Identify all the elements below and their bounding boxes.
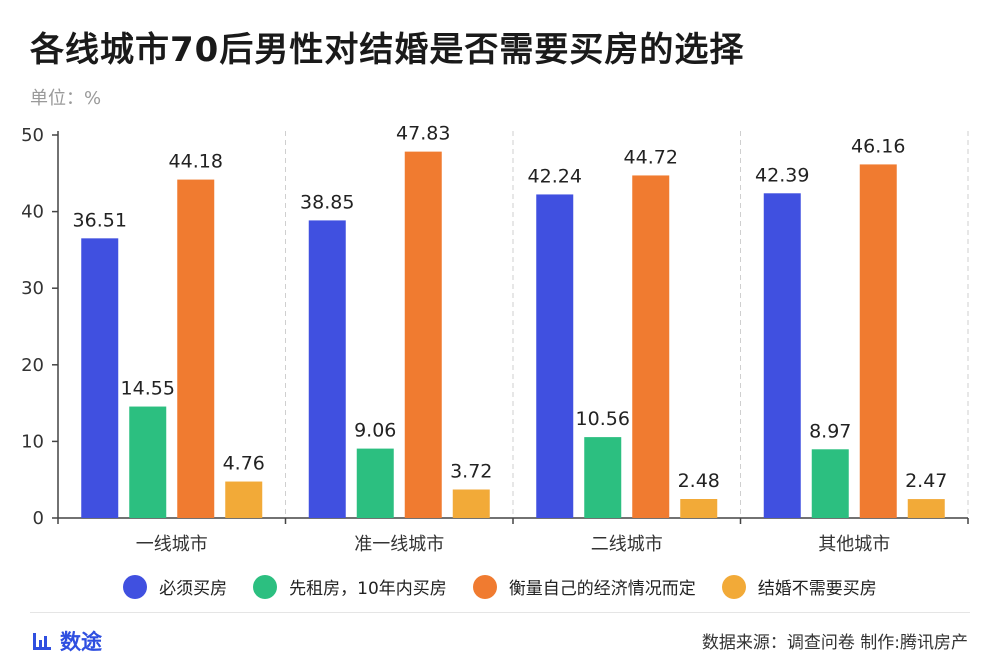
brand-logo: 数途 <box>32 626 102 656</box>
y-tick-label: 10 <box>21 431 44 452</box>
bar-chart-icon <box>32 631 52 651</box>
data-label: 47.83 <box>396 123 450 145</box>
bar <box>859 164 897 518</box>
chart-title: 各线城市70后男性对结婚是否需要买房的选择 <box>30 30 745 70</box>
bar <box>129 406 167 518</box>
x-category-label: 二线城市 <box>591 534 663 555</box>
y-tick-label: 40 <box>21 202 44 223</box>
legend-item: 衡量自己的经济情况而定 <box>472 574 696 599</box>
data-label: 3.72 <box>450 461 492 483</box>
legend-label: 先租房，10年内买房 <box>289 579 447 599</box>
data-label: 10.56 <box>576 408 630 430</box>
legend-swatch <box>253 574 278 599</box>
legend-swatch <box>721 574 746 599</box>
x-category-label: 其他城市 <box>818 534 890 555</box>
bar <box>763 193 801 518</box>
bar <box>680 499 718 518</box>
data-label: 42.24 <box>528 165 582 187</box>
legend-label: 衡量自己的经济情况而定 <box>508 579 696 599</box>
unit-label: 单位：% <box>30 88 102 109</box>
y-tick-label: 50 <box>21 125 44 146</box>
footer-divider <box>30 612 970 613</box>
data-label: 2.47 <box>905 470 947 492</box>
bar <box>907 499 945 518</box>
x-category-label: 准一线城市 <box>354 534 444 555</box>
legend-label: 结婚不需要买房 <box>757 579 877 599</box>
bar <box>811 449 849 518</box>
data-label: 38.85 <box>300 191 354 213</box>
bar <box>356 448 394 518</box>
bar <box>404 151 442 518</box>
data-label: 46.16 <box>851 135 905 157</box>
legend-swatch <box>472 574 497 599</box>
data-label: 8.97 <box>809 420 851 442</box>
data-source: 数据来源：调查问卷 制作:腾讯房产 <box>701 633 968 653</box>
data-label: 9.06 <box>354 420 396 442</box>
bar <box>225 481 263 518</box>
data-label: 14.55 <box>121 378 175 400</box>
bar <box>452 489 490 518</box>
data-label: 44.72 <box>624 146 678 168</box>
data-label: 36.51 <box>73 209 127 231</box>
legend-swatch <box>123 574 148 599</box>
bar <box>632 175 670 518</box>
data-label: 42.39 <box>755 164 809 186</box>
data-label: 2.48 <box>678 470 720 492</box>
bar <box>308 220 346 518</box>
bar <box>177 179 215 518</box>
chart-legend: 必须买房 先租房，10年内买房 衡量自己的经济情况而定 结婚不需要买房 <box>0 574 1000 599</box>
legend-item: 结婚不需要买房 <box>721 574 877 599</box>
y-tick-label: 30 <box>21 278 44 299</box>
bar <box>81 238 119 518</box>
x-category-label: 一线城市 <box>136 534 208 555</box>
y-tick-label: 20 <box>21 355 44 376</box>
data-label: 4.76 <box>223 453 265 475</box>
bar <box>584 437 622 518</box>
legend-item: 必须买房 <box>123 574 227 599</box>
data-label: 44.18 <box>169 151 223 173</box>
y-tick-label: 0 <box>33 508 44 529</box>
bar-chart: 0 10 20 30 40 50 一线城市 36.51 14.55 44.18 4.76 准一线城市 3… <box>21 123 969 555</box>
brand-name: 数途 <box>60 630 102 654</box>
legend-label: 必须买房 <box>159 579 228 599</box>
legend-item: 先租房，10年内买房 <box>253 574 447 599</box>
bar <box>536 194 574 519</box>
